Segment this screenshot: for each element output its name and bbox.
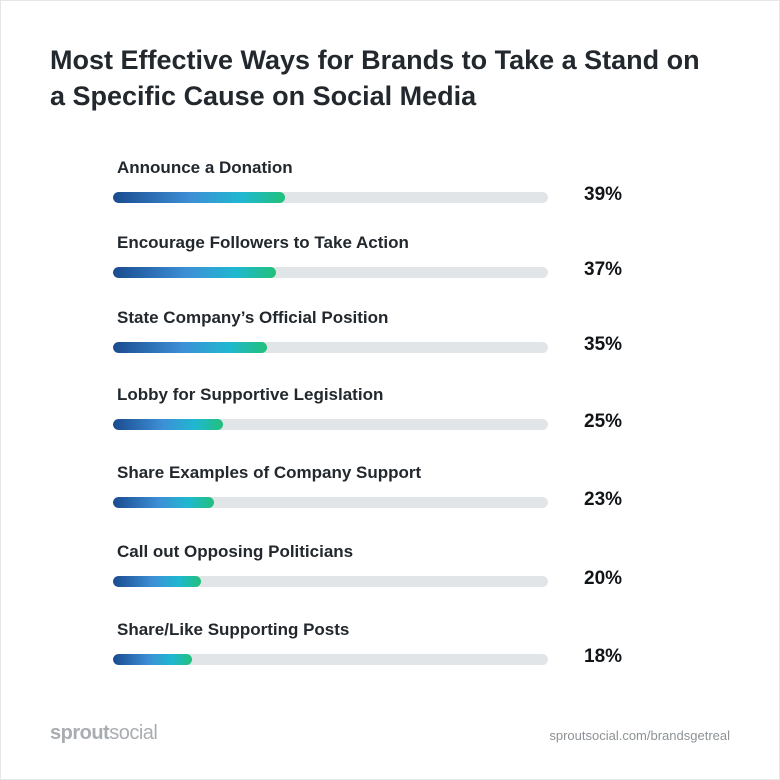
bar-value-label: 18% [584, 646, 623, 667]
bar-fill [113, 267, 276, 278]
bar-value-label: 35% [584, 334, 623, 355]
bar-label: Announce a Donation [117, 158, 293, 177]
brand-logo: sproutsocial [50, 722, 158, 745]
bar-value-label: 39% [584, 184, 623, 205]
bar-row: Encourage Followers to Take Action 37% [0, 233, 780, 293]
bar-label: Call out Opposing Politicians [117, 542, 354, 561]
bar-value-label: 25% [584, 411, 623, 432]
bar-label: Lobby for Supportive Legislation [117, 385, 384, 404]
bar-row: State Company’s Official Position 35% [0, 308, 780, 368]
bar-row: Announce a Donation 39% [0, 158, 780, 218]
bar-label: State Company’s Official Position [117, 308, 389, 327]
bar-track [113, 192, 548, 203]
bar-value-label: 20% [584, 568, 623, 589]
brand-logo-light: social [109, 722, 158, 744]
bar-track [113, 342, 548, 353]
bar-row: Share/Like Supporting Posts 18% [0, 620, 780, 680]
bar-track [113, 497, 548, 508]
bar-track [113, 654, 548, 665]
bar-label: Encourage Followers to Take Action [117, 233, 409, 252]
bar-fill [113, 342, 267, 353]
bar-value-label: 23% [584, 489, 623, 510]
bar-row: Share Examples of Company Support 23% [0, 463, 780, 523]
bar-label: Share/Like Supporting Posts [117, 620, 350, 639]
bar-row: Call out Opposing Politicians 20% [0, 542, 780, 602]
bar-fill [113, 192, 285, 203]
bar-track [113, 267, 548, 278]
bar-fill [113, 419, 223, 430]
bar-fill [113, 654, 193, 665]
bar-track [113, 419, 548, 430]
brand-logo-bold: sprout [50, 722, 110, 744]
bar-fill [113, 576, 201, 587]
source-url: sproutsocial.com/brandsgetreal [549, 728, 730, 743]
bar-value-label: 37% [584, 259, 623, 280]
bar-fill [113, 497, 215, 508]
bar-track [113, 576, 548, 587]
bar-row: Lobby for Supportive Legislation 25% [0, 385, 780, 445]
chart-title: Most Effective Ways for Brands to Take a… [50, 45, 700, 111]
bar-label: Share Examples of Company Support [117, 463, 422, 482]
